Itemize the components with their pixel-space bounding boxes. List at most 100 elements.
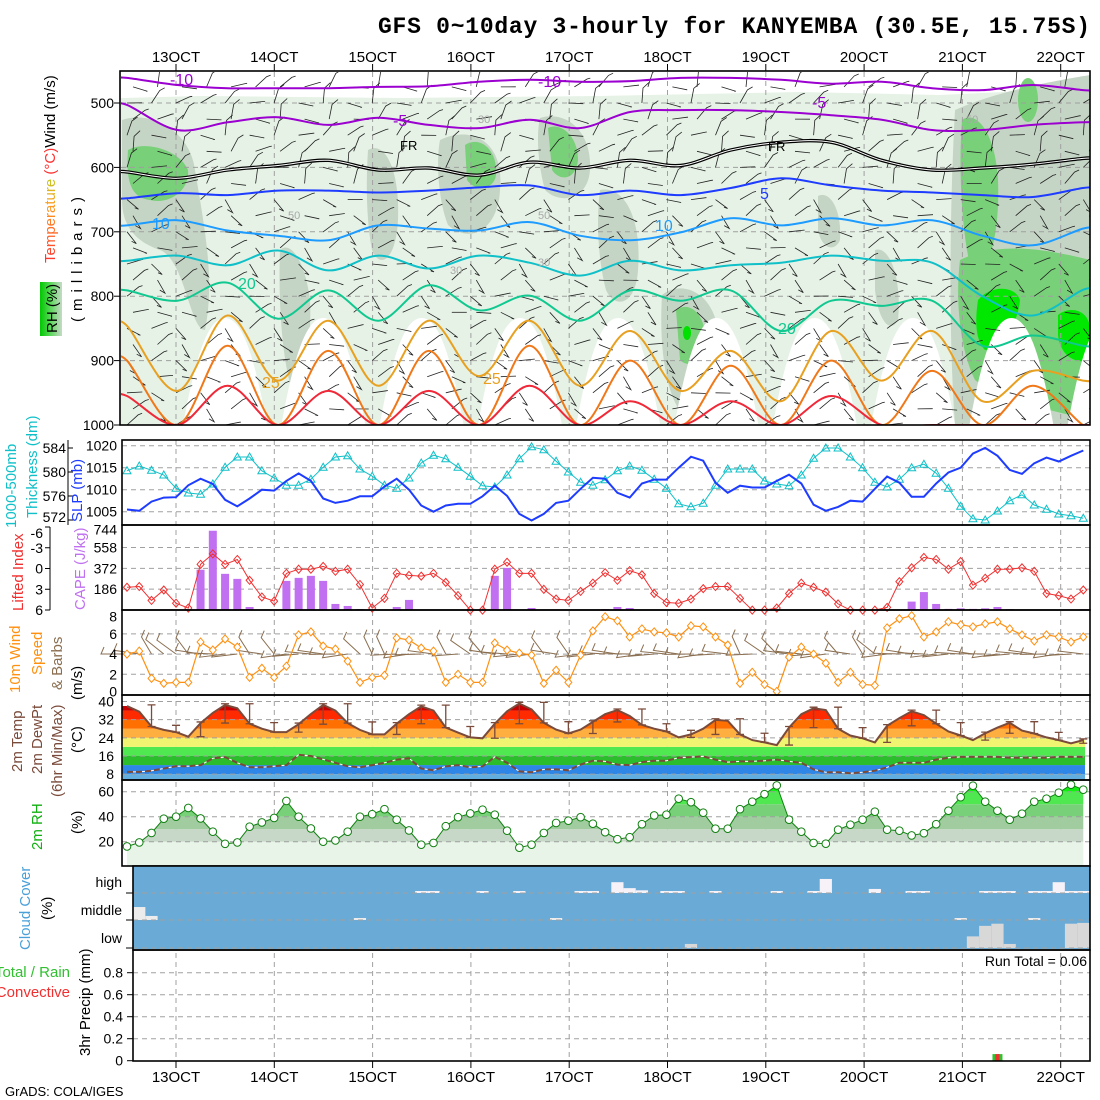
- cape-bar: [306, 575, 315, 610]
- wind-barb: [843, 247, 854, 260]
- rh-point: [931, 819, 941, 829]
- wind-barb: [721, 247, 736, 255]
- min-max-whisker: [441, 704, 450, 729]
- day-label-top: 16OCT: [447, 49, 495, 66]
- wind-barb: [617, 263, 630, 274]
- wind-barb: [476, 376, 492, 379]
- rh-bright-green-area: [683, 326, 691, 340]
- wind-speed-point: [723, 640, 732, 650]
- wind-barb: [445, 115, 456, 136]
- wind-barb: [519, 358, 535, 361]
- li-point: [993, 564, 1002, 574]
- rh-bright-green-area: [976, 288, 1020, 350]
- thickness-point: [1004, 495, 1015, 505]
- contour-label: -10: [170, 72, 193, 89]
- wind-barb: [157, 375, 173, 378]
- wind-barb: [672, 273, 689, 281]
- day-label-top: 19OCT: [742, 49, 790, 66]
- wind-barb: [260, 630, 275, 655]
- rh-point: [527, 840, 536, 850]
- wind-barb: [500, 375, 516, 378]
- wind-barb: [378, 207, 395, 217]
- freezing-level-contour-inner: [121, 140, 1090, 179]
- day-label-bottom: 21OCT: [938, 1069, 986, 1086]
- wind-barb: [426, 72, 429, 87]
- thickness-tick-label: 576: [43, 488, 67, 504]
- day-label-bottom: 18OCT: [643, 1069, 691, 1086]
- wind-barb: [985, 102, 1000, 107]
- wind-barb: [843, 303, 861, 313]
- wind-barb: [721, 86, 736, 92]
- wind-speed-point: [931, 627, 941, 637]
- rh-point: [784, 815, 794, 825]
- wind-barb: [451, 247, 467, 251]
- wind-barb: [1044, 648, 1072, 657]
- thickness-point: [759, 475, 770, 485]
- cloud-bar-middle: [145, 915, 158, 920]
- slp-tick-label: 1020: [86, 438, 117, 454]
- wind-barb: [794, 150, 811, 154]
- min-max-whisker: [417, 704, 426, 725]
- wind-barb: [157, 311, 173, 317]
- wind-barb: [1083, 388, 1090, 394]
- wind-barb: [696, 279, 708, 292]
- wind-barb: [617, 231, 627, 245]
- wind-barb: [543, 163, 560, 168]
- thickness-point: [428, 450, 439, 459]
- wind-barb: [574, 77, 591, 88]
- temp-tick-label: 32: [98, 712, 114, 728]
- wind-barb: [764, 360, 776, 372]
- wind-speed-point: [417, 643, 426, 653]
- li-point: [919, 552, 929, 563]
- wind-barb: [819, 270, 836, 281]
- wind-barb: [126, 148, 138, 168]
- wind-barb: [279, 98, 288, 120]
- rh-point: [245, 822, 254, 832]
- wind-barb: [966, 150, 982, 154]
- rh-point: [907, 831, 916, 840]
- wind-barb: [824, 643, 851, 655]
- wind-barb: [838, 100, 854, 104]
- wind-barb: [200, 230, 216, 233]
- wind-label-1: 10m Wind: [7, 625, 24, 693]
- slp-thickness-series: [122, 441, 1089, 524]
- wind-barb: [249, 134, 265, 139]
- li-point: [699, 583, 708, 594]
- wind-barb: [990, 247, 1004, 258]
- top-time-axis: 13OCT 14OCT 15OCT 16OCT 17OCT 18OCT 19OCT 20OCT…: [152, 49, 1085, 71]
- li-point: [122, 582, 132, 592]
- rh-point: [122, 842, 132, 851]
- rh-green-area: [1018, 78, 1038, 122]
- min-max-whisker: [637, 708, 646, 726]
- thickness-point: [943, 483, 954, 492]
- footer-credit: GrADS: COLA/IGES: [5, 1084, 124, 1099]
- wind-barb: [524, 408, 535, 422]
- li-point: [551, 594, 561, 604]
- wind-barb: [279, 344, 294, 353]
- wind-barb: [470, 134, 485, 140]
- wind-barb: [739, 349, 756, 361]
- wind-barb: [543, 360, 559, 364]
- cloud-bar-high: [415, 891, 428, 893]
- wind-barb: [200, 424, 202, 425]
- wind-barb: [500, 311, 515, 320]
- wind-barb: [126, 412, 143, 425]
- wind-speed-point: [171, 677, 181, 688]
- precip-convective-label: Convective: [0, 984, 70, 1001]
- li-point: [944, 564, 953, 574]
- wind-barb: [966, 207, 983, 217]
- wind-barb: [126, 231, 137, 244]
- wind-barb: [445, 328, 458, 338]
- wind-barb: [175, 360, 188, 372]
- wind-barb: [524, 164, 536, 184]
- wind-barb: [353, 344, 368, 351]
- rh-band: [127, 816, 1084, 830]
- temperature-band: [122, 728, 1085, 738]
- cloud-bar-high: [672, 891, 685, 893]
- wind-barb: [372, 390, 388, 394]
- cloud-bar-high: [574, 891, 587, 893]
- thickness-point: [968, 513, 978, 523]
- wind-barb: [1009, 134, 1025, 136]
- contour-label: -10: [538, 74, 561, 91]
- wind-barb: [819, 311, 832, 322]
